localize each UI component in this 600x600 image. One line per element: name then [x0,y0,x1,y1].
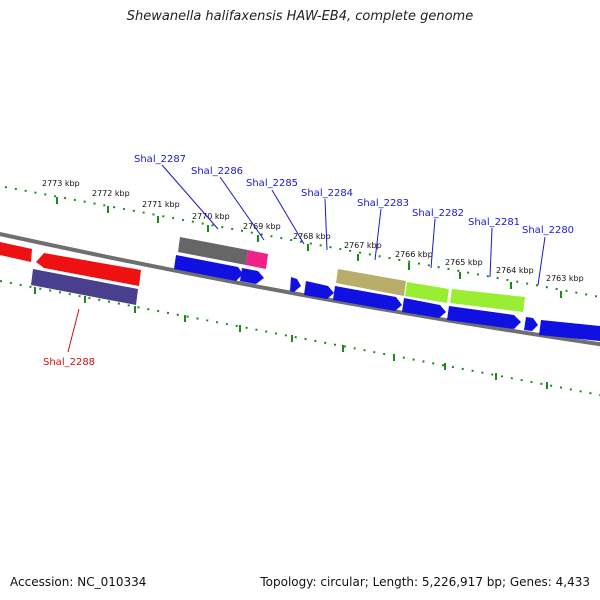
cds-arrow[interactable] [402,298,446,318]
gene-feature-magenta[interactable] [246,250,268,269]
cds-arrow[interactable] [174,255,243,281]
lower-scale-track [0,280,600,396]
cds-arrow[interactable] [304,281,334,299]
scale-label: 2769 kbp [243,222,281,231]
gene-feature-lime[interactable] [405,282,449,303]
scale-label: 2770 kbp [192,212,230,221]
gene-label-shal2284: Shal_2284 [301,188,353,199]
accession-text: Accession: NC_010334 [10,575,147,589]
scale-label: 2764 kbp [496,266,534,275]
lower-major-ticks [34,287,548,389]
cds-arrow[interactable] [333,286,402,311]
gene-feature-gray[interactable] [178,237,248,265]
gene-feature-lime[interactable] [450,289,525,312]
scale-label: 2771 kbp [142,200,180,209]
scale-label: 2773 kbp [42,179,80,188]
scale-label: 2768 kbp [293,232,331,241]
label-leader-lines [67,164,546,353]
cds-arrow[interactable] [290,277,301,292]
scale-label: 2766 kbp [395,250,433,259]
map-title: Shewanella halifaxensis HAW-EB4, complet… [126,9,474,24]
scale-label: 2765 kbp [445,258,483,267]
genome-backbone [0,232,600,347]
gene-labels: Shal_2287 Shal_2286 Shal_2285 Shal_2284 … [43,154,574,368]
gene-label-shal2288: Shal_2288 [43,357,95,368]
gene-label-shal2285: Shal_2285 [246,178,298,189]
gene-label-shal2287: Shal_2287 [134,154,186,165]
scale-label: 2763 kbp [546,274,584,283]
scale-labels: 2773 kbp 2772 kbp 2771 kbp 2770 kbp 2769… [42,179,584,283]
cds-arrow[interactable] [240,268,264,284]
scale-label: 2772 kbp [92,189,130,198]
gene-label-shal2286: Shal_2286 [191,166,243,177]
gene-feature-red-shal2288[interactable] [36,253,141,286]
genome-summary-text: Topology: circular; Length: 5,226,917 bp… [260,575,590,589]
gene-label-shal2281: Shal_2281 [468,217,520,228]
gene-feature-red-left[interactable] [0,242,32,262]
upper-scale-track [4,186,600,298]
gene-label-shal2283: Shal_2283 [357,198,409,209]
cds-arrow[interactable] [539,320,600,341]
gene-feature-khaki[interactable] [336,269,406,296]
cds-arrow[interactable] [447,306,521,329]
gene-label-shal2280: Shal_2280 [522,225,574,236]
cds-arrow[interactable] [524,317,538,331]
scale-label: 2767 kbp [344,241,382,250]
gene-label-shal2282: Shal_2282 [412,208,464,219]
gene-feature-purple-shal2288[interactable] [31,269,138,305]
upper-major-ticks [56,197,562,298]
